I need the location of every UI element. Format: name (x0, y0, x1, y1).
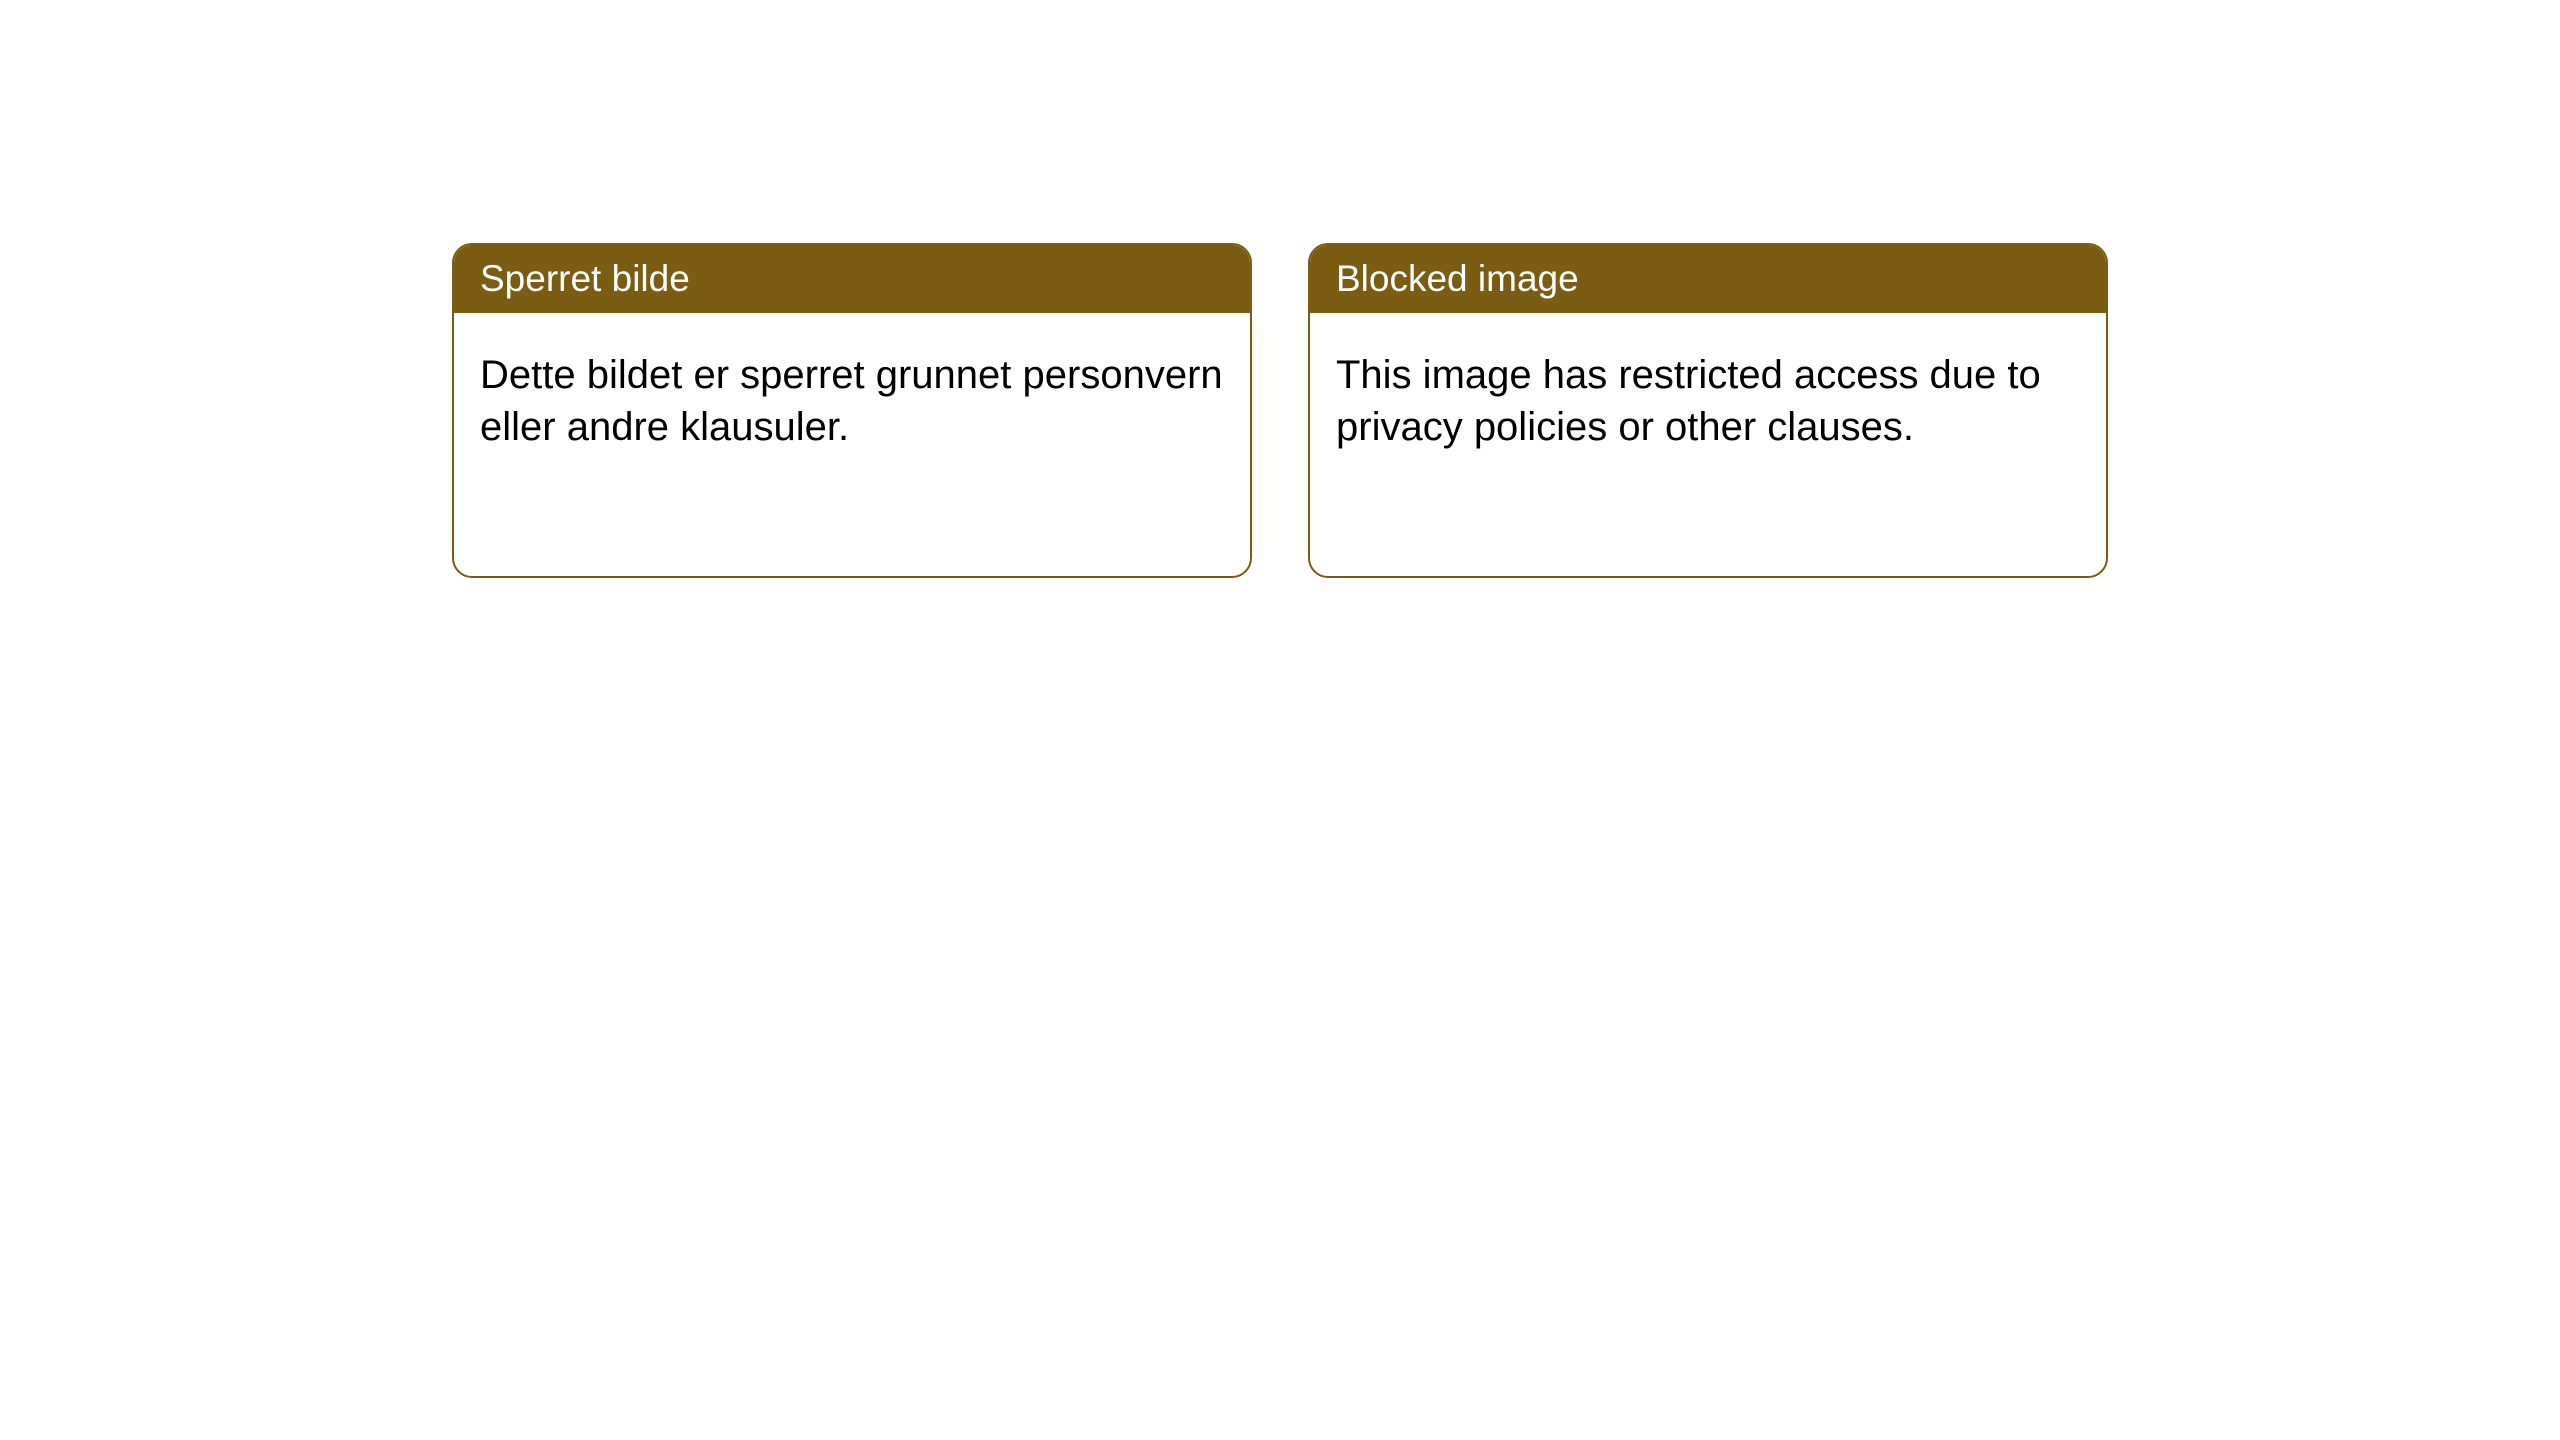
card-message: This image has restricted access due to … (1336, 353, 2041, 449)
card-title: Blocked image (1336, 258, 1579, 299)
cards-container: Sperret bilde Dette bildet er sperret gr… (452, 243, 2108, 578)
card-header: Sperret bilde (454, 245, 1250, 313)
blocked-image-card-no: Sperret bilde Dette bildet er sperret gr… (452, 243, 1252, 578)
blocked-image-card-en: Blocked image This image has restricted … (1308, 243, 2108, 578)
card-body: This image has restricted access due to … (1310, 313, 2106, 489)
card-title: Sperret bilde (480, 258, 690, 299)
card-body: Dette bildet er sperret grunnet personve… (454, 313, 1250, 489)
card-header: Blocked image (1310, 245, 2106, 313)
card-message: Dette bildet er sperret grunnet personve… (480, 353, 1223, 449)
